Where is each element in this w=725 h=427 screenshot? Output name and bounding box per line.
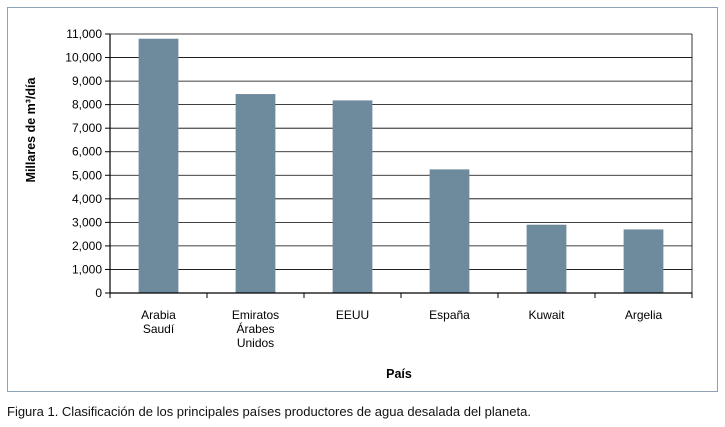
x-tick-label: España	[429, 308, 470, 322]
bar	[235, 94, 276, 293]
x-tick-label: Emiratos	[232, 308, 279, 322]
y-tick-label: 3,000	[72, 215, 102, 229]
x-tick-label: Kuwait	[528, 308, 565, 322]
y-tick-label: 2,000	[72, 239, 102, 253]
y-tick-label: 10,000	[65, 51, 102, 65]
y-tick-label: 6,000	[72, 145, 102, 159]
y-tick-label: 8,000	[72, 98, 102, 112]
y-tick-label: 4,000	[72, 192, 102, 206]
x-tick-label: Arabia	[141, 308, 176, 322]
y-tick-label: 7,000	[72, 121, 102, 135]
y-axis-title: Millares de m³/día	[24, 77, 38, 183]
bar	[623, 229, 664, 293]
x-tick-label: Saudí	[143, 322, 175, 336]
y-tick-label: 11,000	[66, 27, 102, 41]
x-tick-label: Argelia	[625, 308, 663, 322]
y-tick-label: 1,000	[72, 262, 102, 276]
bar	[138, 38, 179, 293]
y-tick-label: 5,000	[72, 168, 102, 182]
figure-caption: Figura 1. Clasificación de los principal…	[7, 404, 531, 419]
bar	[332, 100, 373, 293]
bar	[526, 224, 567, 293]
x-tick-label: EEUU	[336, 308, 369, 322]
bar	[429, 169, 470, 293]
x-tick-label: Árabes	[236, 321, 274, 336]
y-tick-label: 0	[95, 286, 102, 300]
chart-frame: 0 1,000 2,000 3,000 4,000 5,000 6,000 7,000 8,00…	[7, 7, 718, 392]
x-axis-title: País	[386, 367, 412, 381]
bar-chart: 0 1,000 2,000 3,000 4,000 5,000 6,000 7,000 8,00…	[24, 27, 693, 381]
x-tick-label: Unidos	[237, 336, 274, 350]
y-tick-label: 9,000	[72, 74, 102, 88]
